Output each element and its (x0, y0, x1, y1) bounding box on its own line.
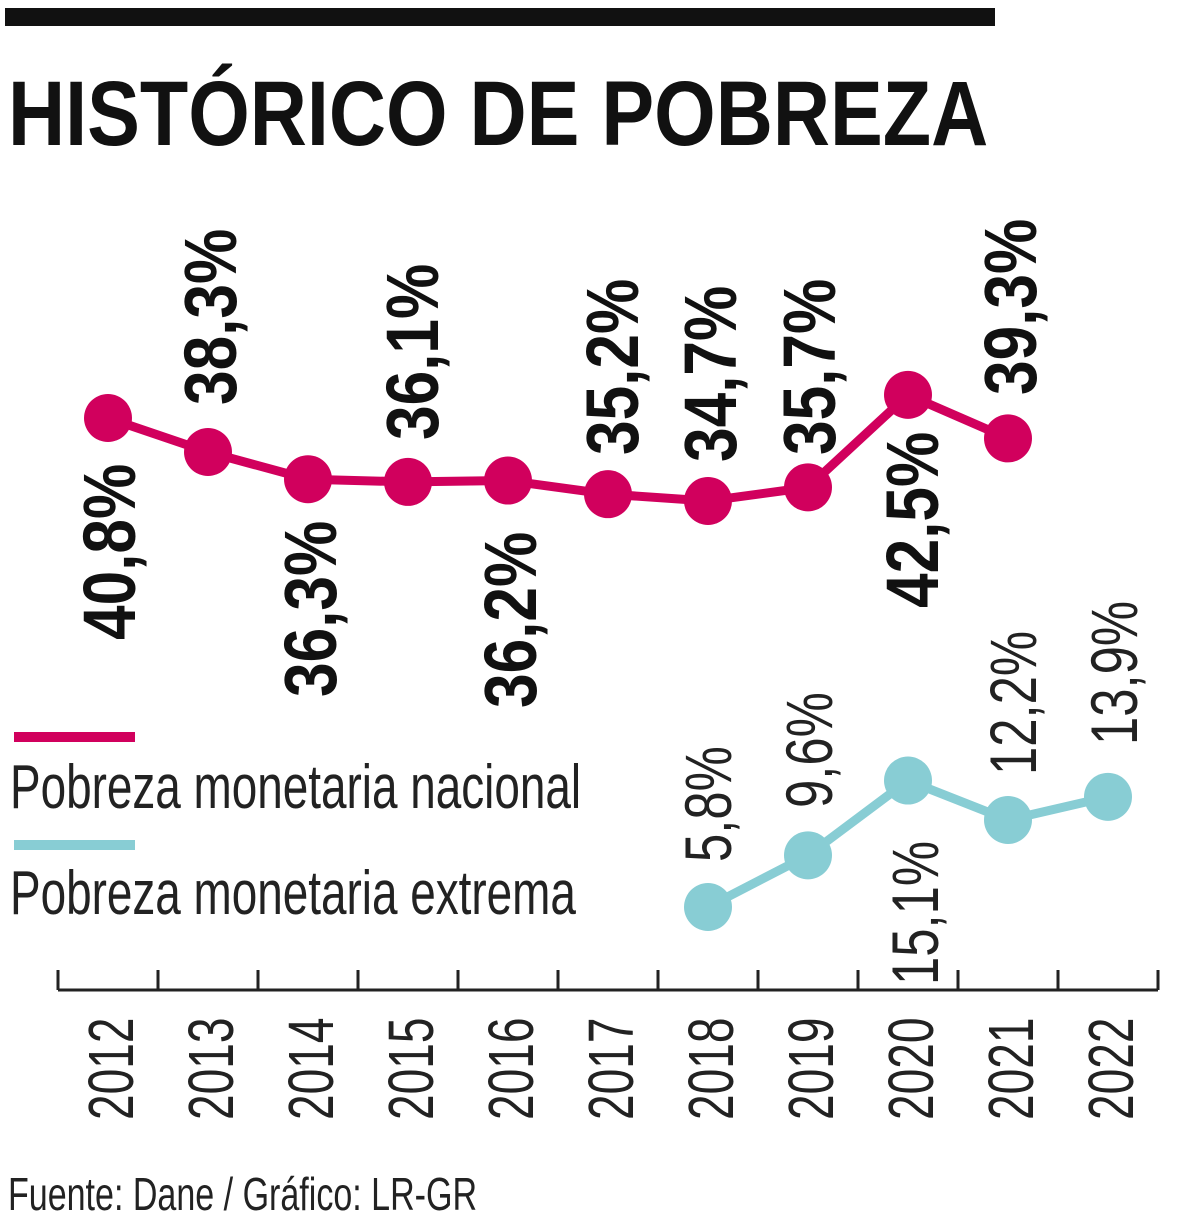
data-point-2014 (284, 455, 332, 504)
legend: Pobreza monetaria nacional Pobreza monet… (10, 732, 581, 928)
x-tick-label: 2017 (576, 1018, 647, 1120)
data-labels: 40,8%38,3% 36,3%36,1% 36,2%35,2% 34,7% 35,7%… (69, 219, 1152, 985)
data-label: 38,3% (170, 229, 252, 405)
data-label: 36,1% (372, 264, 454, 440)
data-label: 35,7% (769, 279, 851, 455)
data-point-2013 (184, 428, 232, 476)
data-label: 13,9% (1079, 601, 1152, 745)
x-tick-label: 2018 (676, 1018, 747, 1120)
x-axis: 2012 2013 2014 2015 2016 2017 2018 2019 2020 2021… (56, 970, 1160, 1120)
data-label: 42,5% (872, 432, 954, 608)
x-tick-label: 2021 (976, 1018, 1047, 1120)
data-label: 36,2% (470, 532, 552, 708)
data-point-2022 (1084, 772, 1132, 821)
x-tick-label: 2022 (1076, 1018, 1147, 1120)
data-label: 36,3% (270, 521, 352, 697)
x-tick-label: 2014 (276, 1018, 347, 1120)
legend-swatch-extrema (14, 840, 135, 850)
data-point-2020 (884, 756, 932, 805)
source-note: Fuente: Dane / Gráfico: LR-GR (8, 1168, 477, 1219)
data-point-2016 (484, 456, 532, 505)
data-label: 9,6% (774, 692, 847, 808)
data-point-2017 (584, 470, 632, 519)
x-tick-label: 2015 (376, 1018, 447, 1120)
x-tick-label: 2019 (776, 1018, 847, 1120)
data-point-2015 (384, 457, 432, 506)
data-label: 34,7% (670, 286, 752, 462)
x-tick-label: 2016 (476, 1018, 547, 1120)
data-point-2018 (684, 476, 732, 525)
data-label: 35,2% (572, 279, 654, 455)
x-tick-label: 2020 (876, 1018, 947, 1120)
data-label: 40,8% (69, 464, 151, 640)
data-label: 5,8% (673, 746, 746, 862)
data-label: 15,1% (880, 841, 953, 985)
top-bar (5, 8, 995, 26)
data-point-2019 (784, 831, 832, 880)
x-tick-label: 2013 (176, 1018, 247, 1120)
legend-swatch-nacional (14, 732, 135, 742)
data-label: 12,2% (978, 631, 1051, 775)
series-line-0 (106, 390, 1010, 506)
chart-title: HISTÓRICO DE POBREZA (8, 62, 988, 165)
data-point-2012 (84, 394, 132, 442)
data-point-2019 (784, 463, 832, 512)
data-point-2021 (984, 795, 1032, 844)
legend-label-nacional: Pobreza monetaria nacional (10, 752, 581, 821)
data-point-2018 (684, 883, 732, 931)
series-lines (84, 370, 1132, 931)
data-point-2021 (984, 414, 1032, 463)
legend-label-extrema: Pobreza monetaria extrema (10, 858, 576, 927)
x-tick-label: 2012 (76, 1018, 147, 1120)
data-label: 39,3% (970, 219, 1052, 395)
data-point-2020 (884, 370, 932, 419)
